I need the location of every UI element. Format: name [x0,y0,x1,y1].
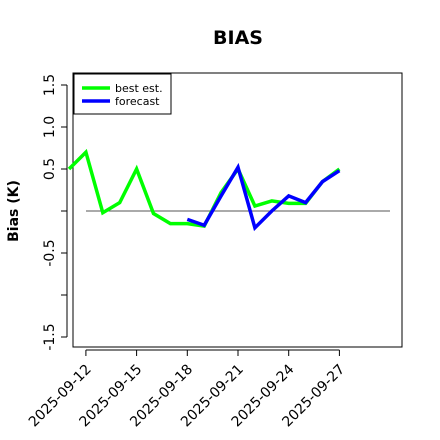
series-line-best-est [67,148,341,229]
y-axis: -1.5 -0.5 0.5 1.0 1.5 [42,74,68,351]
legend-label-forecast: forecast [115,95,160,108]
series-line-forecast [186,162,341,232]
x-axis: 2025-09-122025-09-152025-09-182025-09-21… [26,349,348,430]
y-tick-label: 1.0 [42,116,58,138]
plot-frame [72,72,403,348]
y-tick-label: 1.5 [42,74,58,96]
y-tick-label: 0.5 [42,158,58,180]
legend: best est. forecast [73,73,172,115]
chart-title: BIAS [213,27,263,49]
y-axis-label: Bias (K) [6,180,22,242]
legend-label-best-est: best est. [115,82,163,95]
y-tick-label: -1.5 [42,323,58,350]
legend-box [73,73,172,115]
y-tick-label: -0.5 [42,239,58,266]
series-layer [67,148,341,232]
